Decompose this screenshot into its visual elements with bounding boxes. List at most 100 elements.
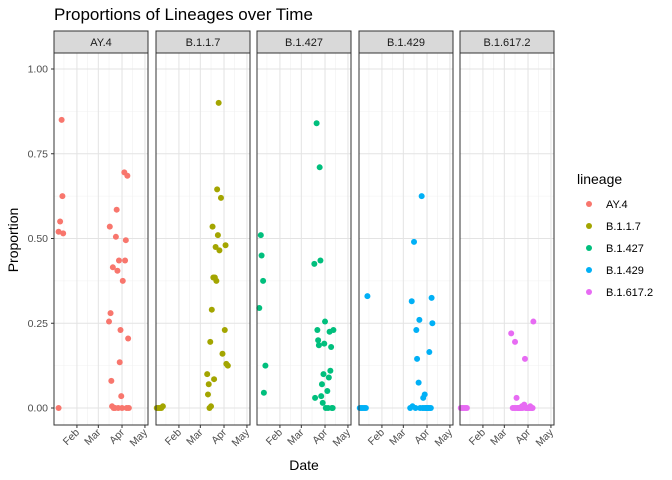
data-point bbox=[418, 193, 425, 200]
data-point bbox=[311, 260, 318, 267]
data-point bbox=[122, 237, 129, 244]
facet-strip-label: B.1.429 bbox=[387, 37, 425, 49]
facet-strip-label: B.1.617.2 bbox=[483, 37, 530, 49]
data-point bbox=[508, 330, 515, 337]
data-point bbox=[159, 403, 166, 410]
data-point bbox=[106, 223, 113, 230]
facet-panel: B.1.427 Feb Mar Apr May bbox=[256, 30, 354, 449]
data-point bbox=[114, 267, 121, 274]
data-point bbox=[58, 116, 65, 123]
data-point bbox=[60, 230, 67, 237]
data-point bbox=[113, 206, 120, 213]
data-point bbox=[429, 320, 436, 327]
legend-label: B.1.427 bbox=[606, 243, 644, 255]
y-axis: 0.00 0.25 0.50 0.75 1.00 bbox=[28, 64, 54, 415]
data-point bbox=[513, 394, 520, 401]
data-point bbox=[315, 337, 322, 344]
data-point bbox=[463, 405, 470, 411]
legend-label: AY.4 bbox=[606, 199, 628, 211]
data-point bbox=[119, 405, 126, 411]
data-point bbox=[328, 343, 335, 350]
data-point bbox=[205, 381, 212, 388]
x-tick-label: Mar bbox=[184, 426, 206, 448]
y-tick-label: 0.25 bbox=[28, 318, 49, 330]
data-point bbox=[260, 277, 267, 284]
data-point bbox=[413, 327, 420, 334]
legend-item: B.1.617.2 bbox=[586, 287, 653, 299]
data-point bbox=[262, 362, 269, 369]
data-point bbox=[521, 355, 528, 362]
x-tick-label: Feb bbox=[366, 427, 387, 448]
data-point bbox=[57, 218, 64, 225]
legend-key bbox=[586, 245, 592, 251]
data-point bbox=[426, 349, 433, 356]
legend-label: B.1.617.2 bbox=[606, 287, 653, 299]
y-tick-label: 0.00 bbox=[28, 403, 49, 415]
data-point bbox=[214, 232, 221, 239]
legend-key bbox=[586, 289, 592, 295]
x-tick-label: May bbox=[433, 426, 456, 449]
data-point bbox=[260, 389, 267, 396]
data-point bbox=[412, 405, 419, 411]
data-point bbox=[321, 340, 328, 347]
data-point bbox=[256, 305, 263, 311]
legend-title: lineage bbox=[577, 171, 622, 187]
data-point bbox=[329, 405, 336, 411]
facet-panel: B.1.1.7 Feb Mar Apr May bbox=[153, 30, 253, 449]
data-point bbox=[125, 405, 132, 411]
facet-panel: B.1.429 Feb Mar Apr May bbox=[356, 30, 456, 449]
y-tick-label: 0.50 bbox=[28, 233, 49, 245]
data-point bbox=[55, 405, 62, 411]
x-tick-label: Feb bbox=[264, 427, 285, 448]
legend-key bbox=[586, 223, 592, 229]
legend-item: B.1.427 bbox=[586, 243, 644, 255]
data-point bbox=[427, 405, 434, 411]
x-tick-label: Feb bbox=[467, 427, 488, 448]
data-point bbox=[316, 164, 323, 171]
panel-border bbox=[358, 52, 454, 426]
legend-key bbox=[586, 267, 592, 273]
data-point bbox=[107, 310, 114, 317]
x-tick-label: Mar bbox=[285, 426, 307, 448]
x-tick-label: May bbox=[534, 426, 557, 449]
y-axis-title: Proportion bbox=[5, 208, 21, 273]
x-tick-label: Mar bbox=[82, 426, 104, 448]
data-point bbox=[125, 335, 132, 342]
legend: lineage AY.4 B.1.1.7 B.1.427 B.1.429 B.1.617… bbox=[577, 171, 653, 299]
data-point bbox=[217, 194, 224, 201]
data-point bbox=[208, 306, 215, 313]
data-point bbox=[222, 242, 229, 249]
data-point bbox=[408, 298, 415, 305]
data-point bbox=[204, 391, 211, 398]
x-tick-label: Apr bbox=[107, 426, 127, 446]
data-point bbox=[124, 172, 131, 179]
data-point bbox=[416, 316, 423, 323]
data-point bbox=[116, 359, 123, 366]
legend-key bbox=[586, 201, 592, 207]
data-point bbox=[208, 403, 215, 410]
x-axis-title: Date bbox=[289, 457, 319, 473]
data-point bbox=[204, 371, 211, 378]
legend-label: B.1.429 bbox=[606, 265, 644, 277]
data-point bbox=[319, 399, 326, 406]
data-point bbox=[258, 252, 265, 259]
data-point bbox=[312, 394, 319, 401]
data-point bbox=[325, 374, 332, 381]
data-point bbox=[209, 223, 216, 230]
x-tick-label: May bbox=[230, 426, 253, 449]
x-tick-label: Mar bbox=[488, 426, 510, 448]
data-point bbox=[362, 405, 369, 411]
data-point bbox=[224, 362, 231, 369]
panel-border bbox=[256, 52, 352, 426]
chart-title: Proportions of Lineages over Time bbox=[54, 5, 313, 24]
y-tick-label: 1.00 bbox=[28, 64, 49, 76]
data-point bbox=[221, 327, 228, 334]
data-point bbox=[315, 342, 322, 349]
data-point bbox=[215, 99, 222, 106]
data-point bbox=[257, 232, 264, 239]
data-point bbox=[213, 277, 220, 284]
data-point bbox=[318, 393, 325, 400]
data-point bbox=[55, 228, 62, 235]
